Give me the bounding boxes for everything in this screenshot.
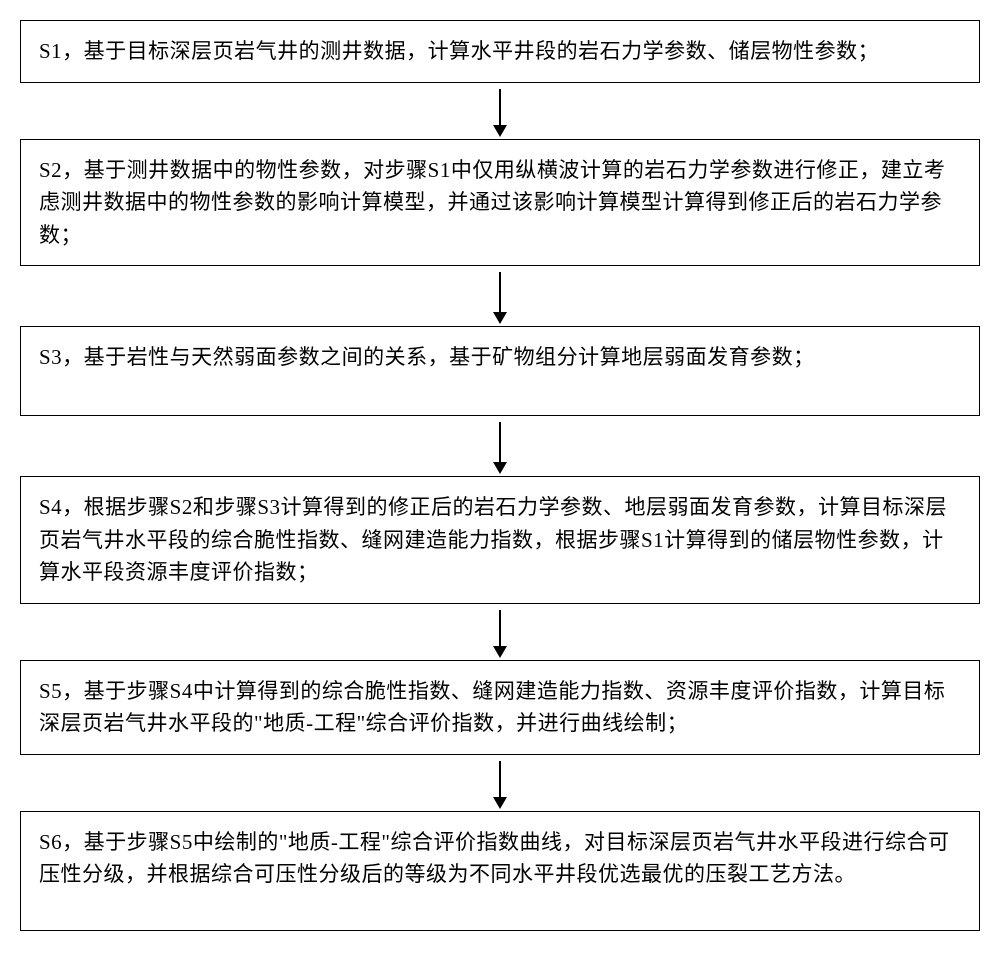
- step-s6: S6，基于步骤S5中绘制的"地质-工程"综合评价指数曲线，对目标深层页岩气井水平…: [20, 811, 980, 931]
- arrow-head-icon: [493, 797, 507, 809]
- arrow-s1-s2: [493, 89, 507, 137]
- arrow-s5-s6: [493, 761, 507, 809]
- step-s6-text: S6，基于步骤S5中绘制的"地质-工程"综合评价指数曲线，对目标深层页岩气井水平…: [39, 830, 950, 887]
- step-s1-text: S1，基于目标深层页岩气井的测井数据，计算水平井段的岩石力学参数、储层物性参数；: [39, 39, 879, 63]
- step-s4-text: S4，根据步骤S2和步骤S3计算得到的修正后的岩石力学参数、地层弱面发育参数，计…: [39, 495, 947, 584]
- arrow-head-icon: [493, 646, 507, 658]
- step-s4: S4，根据步骤S2和步骤S3计算得到的修正后的岩石力学参数、地层弱面发育参数，计…: [20, 476, 980, 604]
- step-s1: S1，基于目标深层页岩气井的测井数据，计算水平井段的岩石力学参数、储层物性参数；: [20, 20, 980, 83]
- arrow-head-icon: [493, 312, 507, 324]
- step-s3-text: S3，基于岩性与天然弱面参数之间的关系，基于矿物组分计算地层弱面发育参数；: [39, 345, 815, 369]
- arrow-line: [499, 422, 501, 462]
- arrow-s2-s3: [493, 272, 507, 324]
- arrow-head-icon: [493, 462, 507, 474]
- step-s3: S3，基于岩性与天然弱面参数之间的关系，基于矿物组分计算地层弱面发育参数；: [20, 326, 980, 416]
- arrow-head-icon: [493, 125, 507, 137]
- arrow-line: [499, 89, 501, 125]
- arrow-line: [499, 610, 501, 646]
- step-s2-text: S2，基于测井数据中的物性参数，对步骤S1中仅用纵横波计算的岩石力学参数进行修正…: [39, 158, 945, 247]
- step-s2: S2，基于测井数据中的物性参数，对步骤S1中仅用纵横波计算的岩石力学参数进行修正…: [20, 139, 980, 267]
- step-s5-text: S5，基于步骤S4中计算得到的综合脆性指数、缝网建造能力指数、资源丰度评价指数，…: [39, 679, 945, 736]
- step-s5: S5，基于步骤S4中计算得到的综合脆性指数、缝网建造能力指数、资源丰度评价指数，…: [20, 660, 980, 755]
- arrow-s4-s5: [493, 610, 507, 658]
- arrow-line: [499, 272, 501, 312]
- arrow-line: [499, 761, 501, 797]
- flowchart-container: S1，基于目标深层页岩气井的测井数据，计算水平井段的岩石力学参数、储层物性参数；…: [20, 20, 980, 931]
- arrow-s3-s4: [493, 422, 507, 474]
